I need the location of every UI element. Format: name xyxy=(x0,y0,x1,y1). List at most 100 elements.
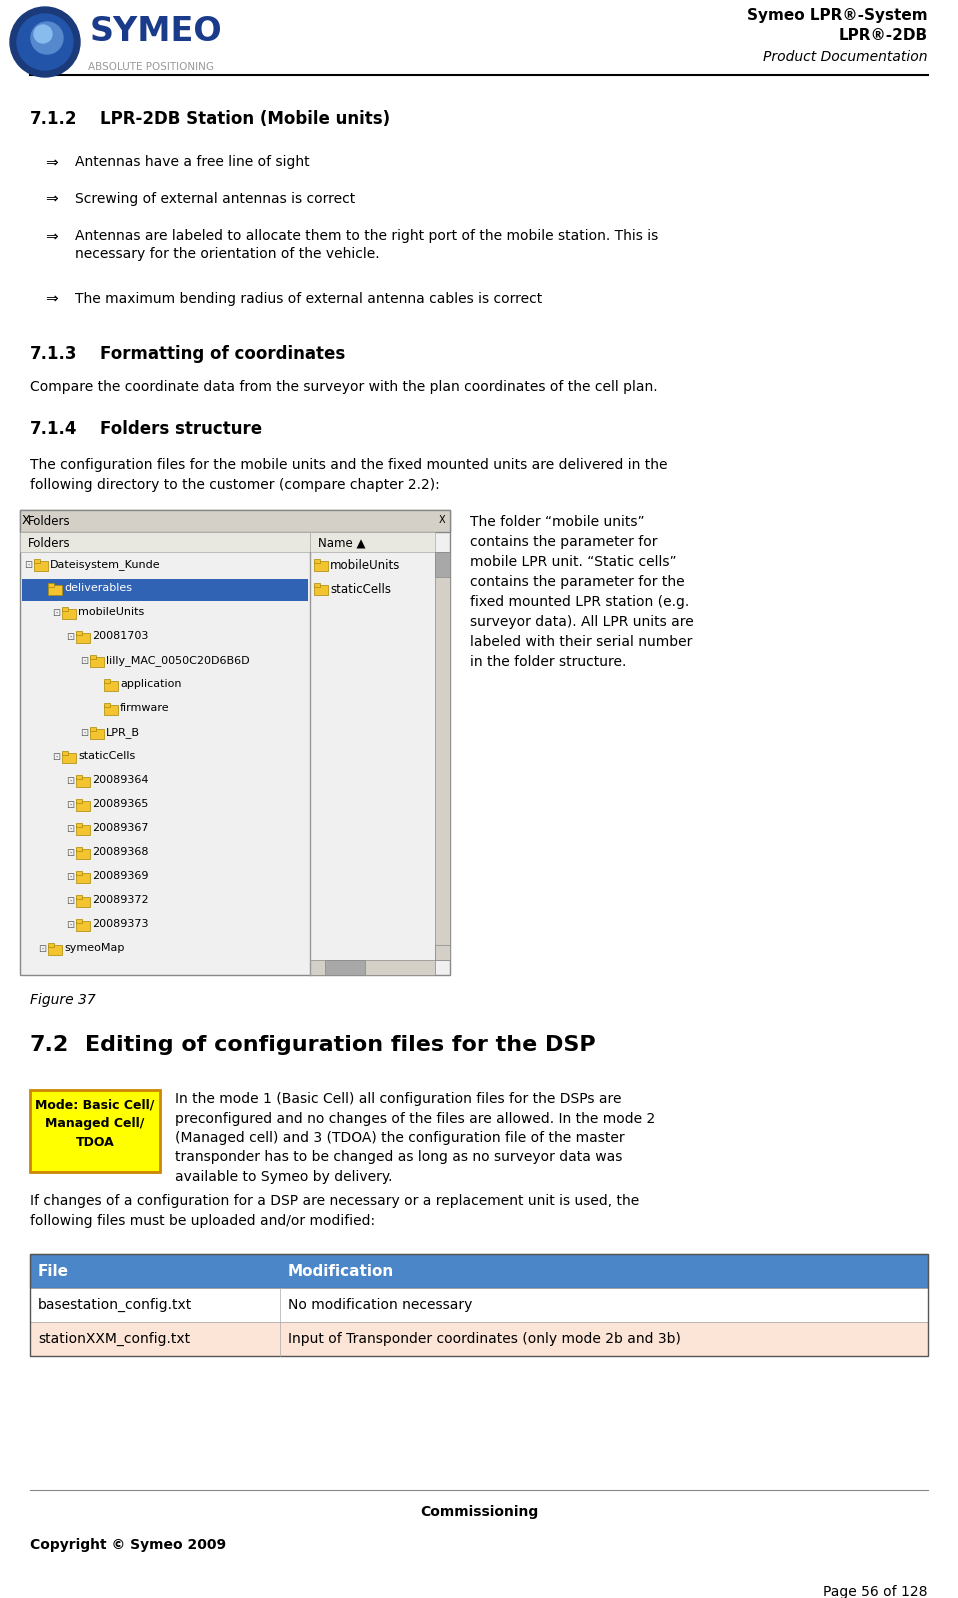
Text: Compare the coordinate data from the surveyor with the plan coordinates of the c: Compare the coordinate data from the sur… xyxy=(30,380,657,395)
Text: ⊡: ⊡ xyxy=(66,825,74,834)
Text: ⇒: ⇒ xyxy=(45,155,57,169)
Text: ⊡: ⊡ xyxy=(66,801,74,810)
Text: staticCells: staticCells xyxy=(78,751,135,761)
Text: Folders: Folders xyxy=(28,515,71,527)
Text: In the mode 1 (Basic Cell) all configuration files for the DSPs are
preconfigure: In the mode 1 (Basic Cell) all configura… xyxy=(175,1091,655,1184)
Bar xyxy=(48,943,54,948)
Bar xyxy=(76,799,82,804)
Bar xyxy=(76,825,90,836)
Text: LPR-2DB Station (Mobile units): LPR-2DB Station (Mobile units) xyxy=(100,110,390,128)
Text: Editing of configuration files for the DSP: Editing of configuration files for the D… xyxy=(85,1036,596,1055)
Bar xyxy=(62,609,76,618)
Bar xyxy=(435,551,450,577)
Text: Modification: Modification xyxy=(288,1264,395,1278)
Bar xyxy=(435,551,450,960)
Bar xyxy=(76,920,90,932)
Text: ⇒: ⇒ xyxy=(45,292,57,307)
Text: 20089372: 20089372 xyxy=(92,895,148,904)
Text: 7.1.4: 7.1.4 xyxy=(30,420,78,438)
Text: X: X xyxy=(439,515,445,526)
Text: File: File xyxy=(38,1264,69,1278)
Bar xyxy=(30,1254,928,1288)
Text: Figure 37: Figure 37 xyxy=(30,992,96,1007)
Text: 20089365: 20089365 xyxy=(92,799,148,809)
Bar xyxy=(76,896,90,908)
Text: ⇒: ⇒ xyxy=(45,192,57,208)
Text: ⊡: ⊡ xyxy=(52,607,60,618)
Bar xyxy=(76,871,82,876)
Text: Folders structure: Folders structure xyxy=(100,420,262,438)
Text: stationXXM_config.txt: stationXXM_config.txt xyxy=(38,1331,190,1346)
Text: ⊡: ⊡ xyxy=(52,753,60,762)
Bar xyxy=(76,775,82,778)
Bar xyxy=(20,510,450,975)
Bar xyxy=(76,919,82,924)
Text: 7.1.2: 7.1.2 xyxy=(30,110,78,128)
Text: ⊡: ⊡ xyxy=(80,657,88,666)
Text: mobileUnits: mobileUnits xyxy=(78,607,145,617)
Bar xyxy=(90,655,96,658)
Bar xyxy=(76,777,90,786)
Text: deliverables: deliverables xyxy=(64,583,132,593)
Text: 7.1.3: 7.1.3 xyxy=(30,345,78,363)
Bar xyxy=(30,1288,928,1322)
Text: ⊡: ⊡ xyxy=(66,849,74,858)
Text: Antennas are labeled to allocate them to the right port of the mobile station. T: Antennas are labeled to allocate them to… xyxy=(75,229,658,262)
Bar xyxy=(314,585,328,594)
Text: basestation_config.txt: basestation_config.txt xyxy=(38,1298,193,1312)
Bar xyxy=(314,559,320,562)
Text: 20089373: 20089373 xyxy=(92,919,148,928)
Circle shape xyxy=(10,6,80,77)
Circle shape xyxy=(34,26,52,43)
Text: application: application xyxy=(120,679,181,689)
Bar xyxy=(62,753,76,762)
Text: 7.2: 7.2 xyxy=(30,1036,69,1055)
Text: 20081703: 20081703 xyxy=(92,631,148,641)
Text: ⊡: ⊡ xyxy=(66,896,74,906)
Text: Page 56 of 128: Page 56 of 128 xyxy=(824,1585,928,1598)
Text: LPR®-2DB: LPR®-2DB xyxy=(839,29,928,43)
Text: Formatting of coordinates: Formatting of coordinates xyxy=(100,345,345,363)
Text: firmware: firmware xyxy=(120,703,170,713)
Text: staticCells: staticCells xyxy=(330,583,391,596)
Text: Dateisystem_Kunde: Dateisystem_Kunde xyxy=(50,559,161,570)
Bar xyxy=(34,559,40,562)
Bar xyxy=(310,960,435,975)
Bar xyxy=(104,681,118,690)
Text: Name ▲: Name ▲ xyxy=(318,537,366,550)
Bar xyxy=(48,583,54,586)
Circle shape xyxy=(17,14,73,70)
Text: Folders: Folders xyxy=(28,537,71,550)
Text: LPR_B: LPR_B xyxy=(106,727,140,738)
Text: No modification necessary: No modification necessary xyxy=(288,1298,472,1312)
Bar xyxy=(76,801,90,812)
Text: X: X xyxy=(22,515,31,527)
Bar xyxy=(62,607,68,610)
Text: 20089369: 20089369 xyxy=(92,871,148,880)
Bar xyxy=(34,561,48,570)
Bar xyxy=(104,703,110,706)
Text: ⊡: ⊡ xyxy=(66,777,74,786)
Bar xyxy=(90,657,104,666)
Bar xyxy=(76,849,90,860)
Text: 20089368: 20089368 xyxy=(92,847,148,857)
Text: Mode: Basic Cell/
Managed Cell/
TDOA: Mode: Basic Cell/ Managed Cell/ TDOA xyxy=(35,1098,154,1149)
Bar xyxy=(76,847,82,852)
Bar xyxy=(76,633,90,642)
Text: ⇒: ⇒ xyxy=(45,229,57,244)
Text: ⊡: ⊡ xyxy=(24,559,33,570)
Text: The configuration files for the mobile units and the fixed mounted units are del: The configuration files for the mobile u… xyxy=(30,459,668,492)
Bar xyxy=(48,944,62,956)
Text: ⊡: ⊡ xyxy=(80,729,88,738)
Text: Symeo LPR®-System: Symeo LPR®-System xyxy=(747,8,928,22)
Bar xyxy=(314,561,328,570)
Text: The maximum bending radius of external antenna cables is correct: The maximum bending radius of external a… xyxy=(75,292,542,305)
Bar xyxy=(30,1254,928,1357)
Text: If changes of a configuration for a DSP are necessary or a replacement unit is u: If changes of a configuration for a DSP … xyxy=(30,1194,639,1227)
Bar xyxy=(76,823,82,828)
Bar xyxy=(310,532,435,551)
Bar xyxy=(30,1322,928,1357)
Bar xyxy=(435,944,450,960)
Text: Input of Transponder coordinates (only mode 2b and 3b): Input of Transponder coordinates (only m… xyxy=(288,1333,681,1346)
Text: ⊡: ⊡ xyxy=(66,631,74,642)
